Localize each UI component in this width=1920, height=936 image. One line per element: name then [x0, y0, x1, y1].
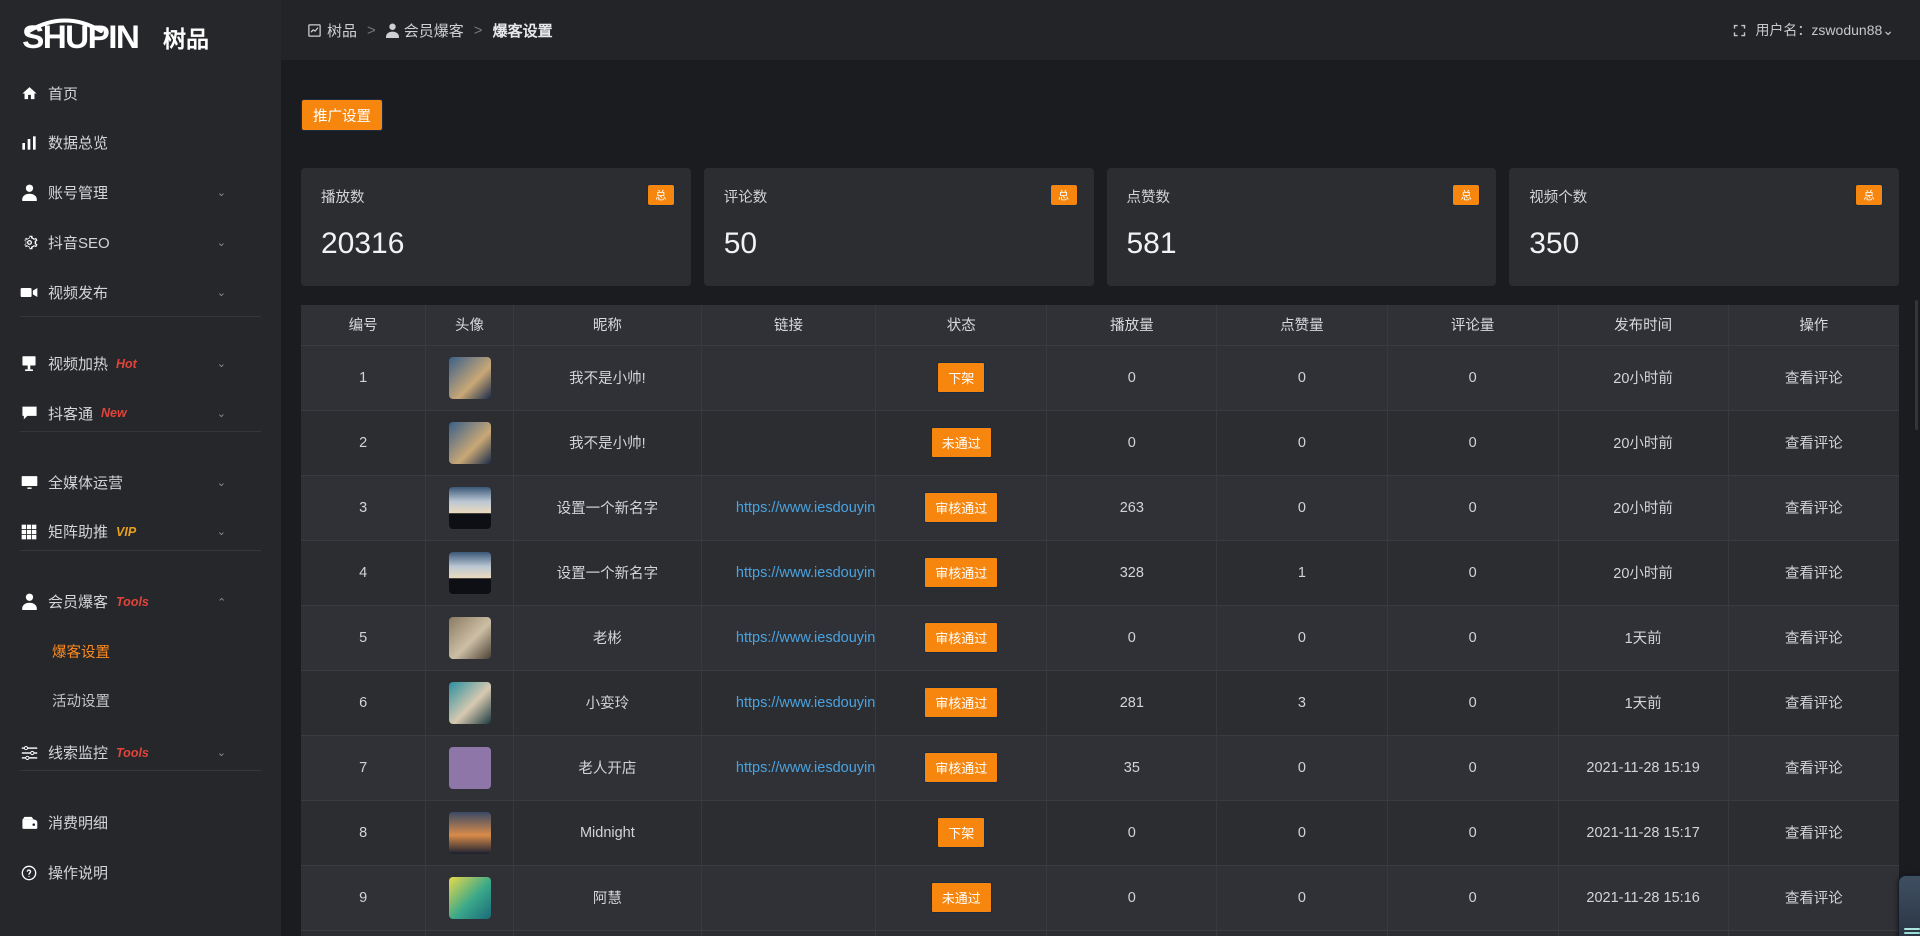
svg-text:树品: 树品: [163, 26, 209, 52]
svg-text:SHUPIN: SHUPIN: [22, 19, 138, 55]
